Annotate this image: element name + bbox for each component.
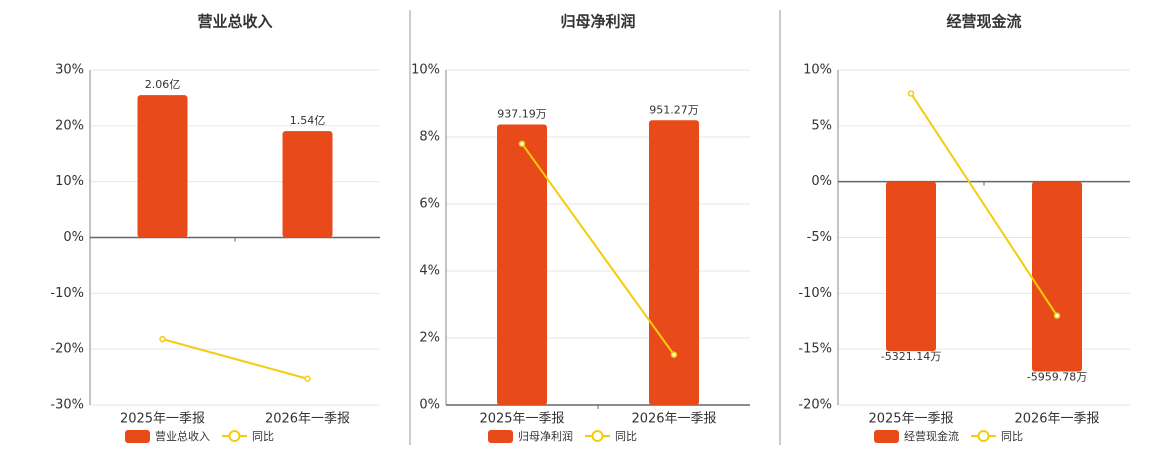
line-point xyxy=(518,140,526,147)
line-point xyxy=(670,351,678,358)
legend-label: 同比 xyxy=(1001,430,1023,443)
y-tick-label: -10% xyxy=(798,286,832,301)
y-tick-label: 0% xyxy=(63,230,84,245)
legend-swatch xyxy=(591,430,604,442)
y-tick-label: -15% xyxy=(798,342,832,357)
y-tick-label: -10% xyxy=(50,286,84,301)
legend-swatch xyxy=(125,430,150,443)
x-tick-label: 2026年一季报 xyxy=(1014,412,1099,427)
y-tick-label: -20% xyxy=(50,342,84,357)
y-tick-label: 5% xyxy=(811,118,832,133)
x-tick-label: 2026年一季报 xyxy=(631,412,716,427)
legend-swatch xyxy=(228,430,241,442)
legend-label: 归母净利润 xyxy=(518,429,573,443)
y-tick-label: 30% xyxy=(55,63,84,78)
y-tick-label: 10% xyxy=(55,174,84,189)
y-tick-label: 0% xyxy=(811,174,832,189)
value-label: 1.54亿 xyxy=(290,114,326,127)
bar xyxy=(649,120,699,405)
value-label: 951.27万 xyxy=(649,103,699,116)
y-tick-label: -30% xyxy=(50,398,84,413)
line xyxy=(162,338,308,380)
value-label: -5959.78万 xyxy=(1027,371,1087,384)
chart-title: 经营现金流 xyxy=(946,13,1021,31)
line xyxy=(910,92,1058,317)
x-tick-label: 2025年一季报 xyxy=(120,412,205,427)
value-label: 2.06亿 xyxy=(145,78,181,91)
y-tick-label: 4% xyxy=(419,264,440,279)
bar xyxy=(886,181,936,352)
line-point xyxy=(1053,312,1061,319)
value-label: -5321.14万 xyxy=(881,350,941,363)
y-tick-label: 10% xyxy=(803,63,832,78)
y-tick-label: 20% xyxy=(55,118,84,133)
bar xyxy=(497,124,547,405)
y-tick-label: 10% xyxy=(411,63,440,78)
legend-label: 同比 xyxy=(252,430,274,443)
line-point xyxy=(304,375,311,383)
line xyxy=(521,143,675,356)
line-point xyxy=(159,335,166,343)
y-tick-label: 2% xyxy=(419,331,440,346)
chart-title: 营业总收入 xyxy=(197,13,272,31)
bar xyxy=(137,95,188,238)
bar xyxy=(282,131,333,238)
legend-swatch xyxy=(488,430,513,443)
legend-swatch xyxy=(874,430,899,443)
legend-label: 经营现金流 xyxy=(904,429,959,443)
chart-title: 归母净利润 xyxy=(560,13,635,31)
y-tick-label: -5% xyxy=(807,230,832,245)
y-tick-label: 0% xyxy=(419,398,440,413)
legend-swatch xyxy=(977,430,990,442)
bar xyxy=(1032,181,1082,372)
value-label: 937.19万 xyxy=(497,107,547,120)
y-tick-label: -20% xyxy=(798,398,832,413)
x-tick-label: 2025年一季报 xyxy=(479,412,564,427)
x-tick-label: 2026年一季报 xyxy=(265,412,350,427)
legend-label: 同比 xyxy=(615,430,637,443)
legend-label: 营业总收入 xyxy=(155,429,210,443)
y-tick-label: 6% xyxy=(419,197,440,212)
x-tick-label: 2025年一季报 xyxy=(868,412,953,427)
line-point xyxy=(907,90,915,97)
y-tick-label: 8% xyxy=(419,130,440,145)
